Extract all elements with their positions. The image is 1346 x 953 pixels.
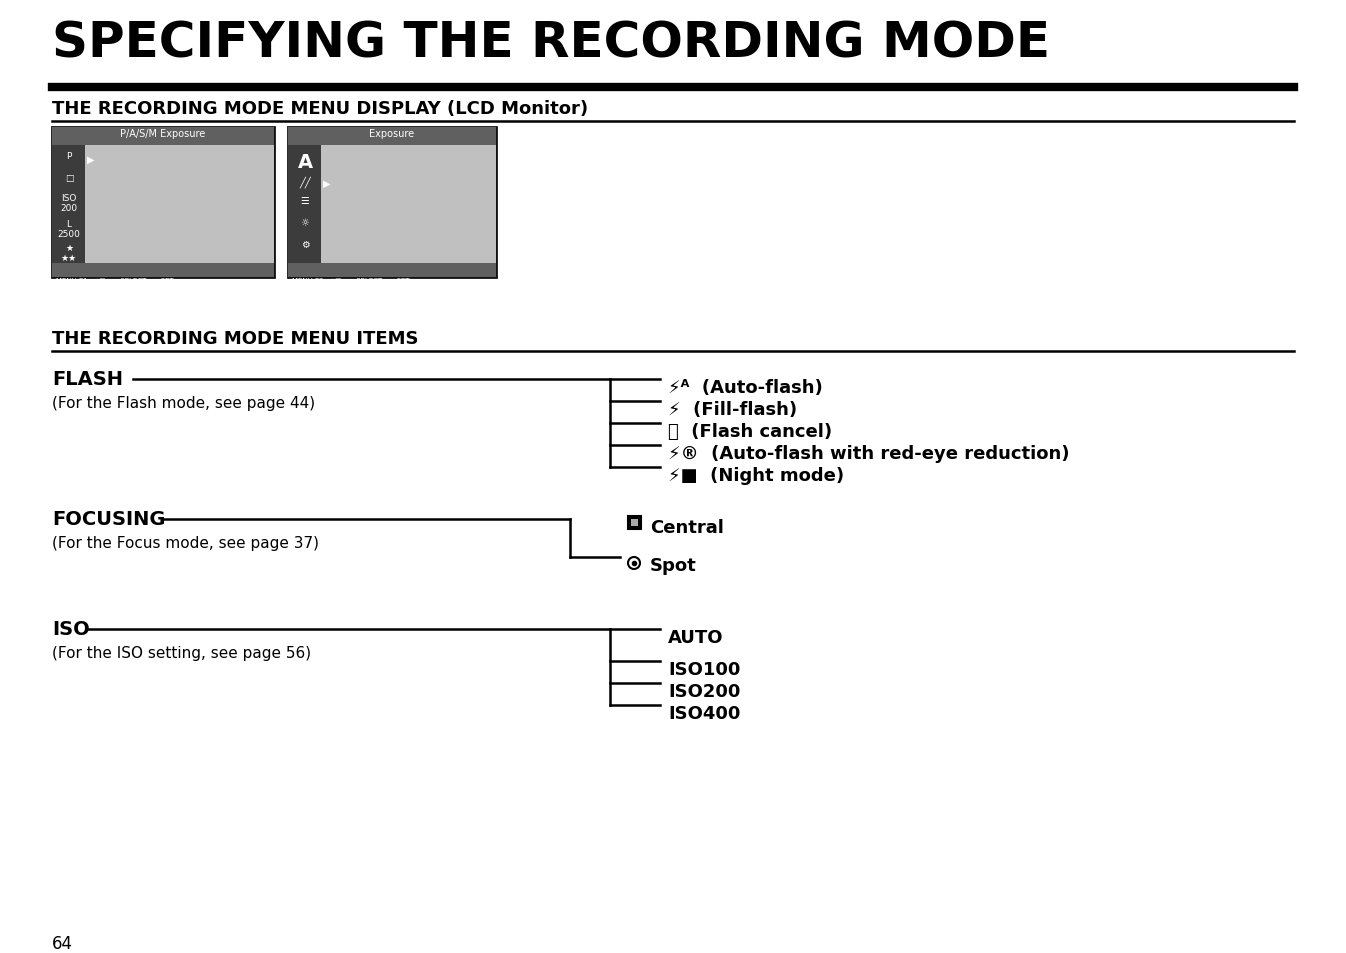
Text: ⚡  (Fill-flash): ⚡ (Fill-flash) bbox=[668, 400, 797, 418]
Bar bbox=[288, 128, 495, 146]
Text: A: A bbox=[297, 152, 312, 172]
Text: THE RECORDING MODE MENU ITEMS: THE RECORDING MODE MENU ITEMS bbox=[52, 330, 419, 348]
Text: ▶: ▶ bbox=[87, 154, 94, 165]
Text: THE RECORDING MODE MENU DISPLAY (LCD Monitor): THE RECORDING MODE MENU DISPLAY (LCD Mon… bbox=[52, 100, 588, 118]
Text: 64: 64 bbox=[52, 934, 73, 952]
Text: □: □ bbox=[65, 173, 73, 183]
Text: (For the Focus mode, see page 37): (For the Focus mode, see page 37) bbox=[52, 536, 319, 551]
Bar bbox=[52, 128, 275, 146]
Text: ☼: ☼ bbox=[300, 218, 310, 228]
Text: AUTO: AUTO bbox=[668, 628, 724, 646]
Text: FOCUSING: FOCUSING bbox=[52, 510, 166, 529]
Text: ISO100: ISO100 bbox=[668, 660, 740, 679]
Text: L
2500: L 2500 bbox=[58, 220, 81, 239]
Text: (For the ISO setting, see page 56): (For the ISO setting, see page 56) bbox=[52, 645, 311, 660]
Text: ▶: ▶ bbox=[323, 179, 331, 189]
Text: ⓘ  (Flash cancel): ⓘ (Flash cancel) bbox=[668, 422, 832, 440]
Text: ⚡ᴬ  (Auto-flash): ⚡ᴬ (Auto-flash) bbox=[668, 378, 822, 396]
Text: ★
★★: ★ ★★ bbox=[61, 244, 77, 263]
Bar bbox=[629, 517, 641, 530]
Bar bbox=[288, 128, 495, 277]
Text: ╱╱: ╱╱ bbox=[299, 175, 311, 188]
Bar bbox=[631, 519, 638, 526]
Text: ISO
200: ISO 200 bbox=[61, 193, 78, 213]
Text: ☰: ☰ bbox=[300, 195, 310, 206]
Bar bbox=[320, 146, 495, 277]
Bar bbox=[288, 146, 320, 277]
Text: Central: Central bbox=[650, 518, 724, 537]
Bar bbox=[52, 264, 275, 277]
Bar bbox=[52, 128, 275, 277]
Text: ISO: ISO bbox=[52, 619, 90, 639]
Bar bbox=[52, 146, 85, 277]
Text: Exposure: Exposure bbox=[369, 129, 415, 139]
Text: ⚙: ⚙ bbox=[300, 240, 310, 250]
Text: ISO200: ISO200 bbox=[668, 682, 740, 700]
Text: (For the Flash mode, see page 44): (For the Flash mode, see page 44) bbox=[52, 395, 315, 411]
Text: ISO400: ISO400 bbox=[668, 704, 740, 722]
Text: P/A/S/M Exposure: P/A/S/M Exposure bbox=[120, 129, 206, 139]
Text: ⚡■  (Night mode): ⚡■ (Night mode) bbox=[668, 467, 844, 484]
Text: P: P bbox=[66, 152, 71, 161]
Text: FLASH: FLASH bbox=[52, 370, 122, 389]
Text: MENU P2   ▲▼ ◄► SELECT   ► SET: MENU P2 ▲▼ ◄► SELECT ► SET bbox=[292, 276, 409, 283]
Text: Spot: Spot bbox=[650, 557, 697, 575]
Bar bbox=[288, 264, 495, 277]
Text: ⚡®  (Auto-flash with red-eye reduction): ⚡® (Auto-flash with red-eye reduction) bbox=[668, 444, 1070, 462]
Bar bbox=[85, 146, 275, 277]
Text: SPECIFYING THE RECORDING MODE: SPECIFYING THE RECORDING MODE bbox=[52, 20, 1050, 68]
Text: MENU P1   ▲▼ ◄► SELECT   ► SET: MENU P1 ▲▼ ◄► SELECT ► SET bbox=[57, 276, 174, 283]
